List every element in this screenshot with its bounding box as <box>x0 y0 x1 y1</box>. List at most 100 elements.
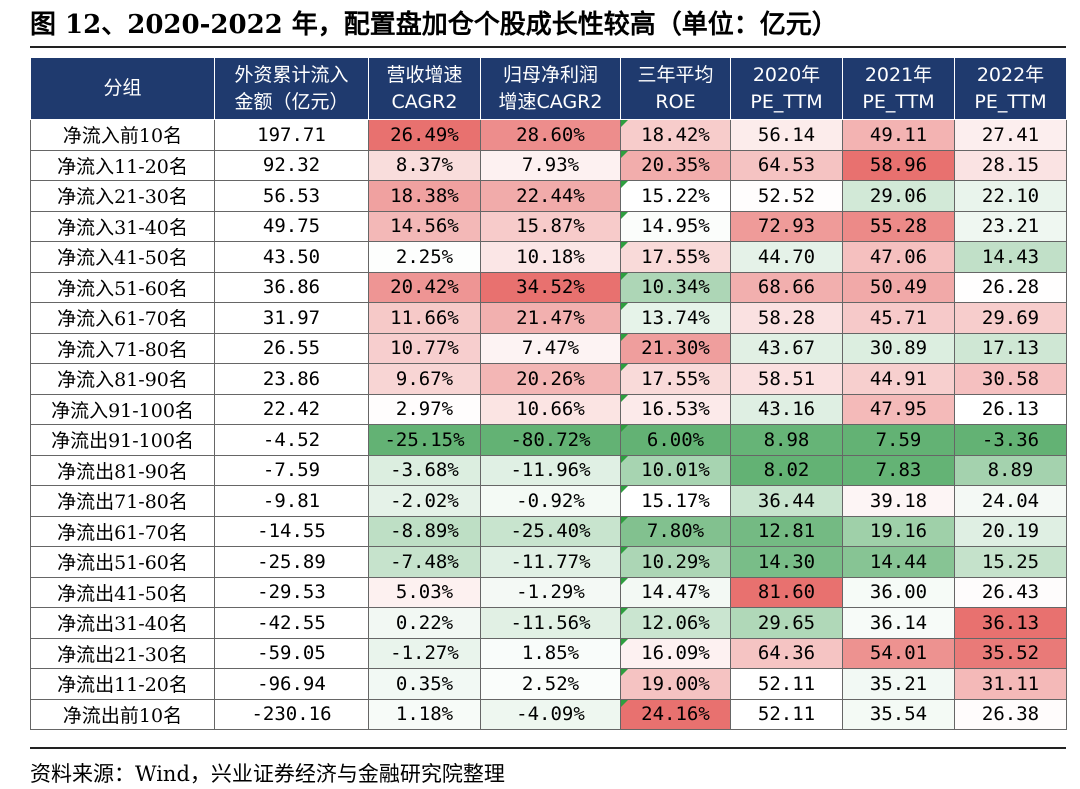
value-cell: 7.47% <box>480 332 621 364</box>
header-label: CAGR2 <box>391 90 458 113</box>
table-body: 净流入前10名 197.71 26.49% 28.60% 18.42% 56.14 49.1… <box>30 119 1067 730</box>
value-cell: 26.43 <box>954 576 1067 608</box>
value-cell: -7.48% <box>368 546 481 578</box>
group-name-cell: 净流入前10名 <box>30 119 215 151</box>
value-cell: 2.97% <box>368 393 481 425</box>
value-cell: 24.04 <box>954 485 1067 517</box>
value-cell: -0.92% <box>480 485 621 517</box>
value-cell: 52.11 <box>730 698 843 730</box>
value-cell: 7.83 <box>842 454 955 486</box>
table-row: 净流出51-60名 -25.89 -7.48% -11.77% 10.29% 14.30 1… <box>30 546 1067 578</box>
value-cell: -4.52 <box>214 424 369 456</box>
header-label: 2022年 <box>976 63 1045 86</box>
value-cell: 14.56% <box>368 210 481 242</box>
source-note: 资料来源：Wind，兴业证券经济与金融研究院整理 <box>30 762 505 786</box>
value-cell: 36.86 <box>214 271 369 303</box>
value-cell: -59.05 <box>214 637 369 669</box>
value-cell: 10.01% <box>620 454 731 486</box>
table-row: 净流入11-20名 92.32 8.37% 7.93% 20.35% 64.53 58.96… <box>30 149 1067 181</box>
value-cell: 10.18% <box>480 241 621 273</box>
table-row: 净流入41-50名 43.50 2.25% 10.18% 17.55% 44.70 47.0… <box>30 241 1067 273</box>
header-cell: 归母净利润 增速CAGR2 <box>480 57 621 120</box>
value-cell: 39.18 <box>842 485 955 517</box>
value-cell: 31.11 <box>954 668 1067 700</box>
header-label: 营收增速 <box>386 63 463 86</box>
value-cell: 0.35% <box>368 668 481 700</box>
value-cell: 26.28 <box>954 271 1067 303</box>
value-cell: 10.77% <box>368 332 481 364</box>
value-cell: 22.42 <box>214 393 369 425</box>
value-cell: 2.52% <box>480 668 621 700</box>
value-cell: 8.37% <box>368 149 481 181</box>
value-cell: 47.06 <box>842 241 955 273</box>
value-cell: -14.55 <box>214 515 369 547</box>
value-cell: 28.60% <box>480 119 621 151</box>
value-cell: -25.40% <box>480 515 621 547</box>
value-cell: 1.18% <box>368 698 481 730</box>
header-label: ROE <box>655 90 696 113</box>
header-cell: 分组 <box>30 57 215 120</box>
table-row: 净流出81-90名 -7.59 -3.68% -11.96% 10.01% 8.02 7.8… <box>30 454 1067 486</box>
value-cell: 0.22% <box>368 607 481 639</box>
value-cell: 26.13 <box>954 393 1067 425</box>
value-cell: 27.41 <box>954 119 1067 151</box>
value-cell: 10.66% <box>480 393 621 425</box>
value-cell: 22.44% <box>480 180 621 212</box>
value-cell: 58.28 <box>730 302 843 334</box>
value-cell: 55.28 <box>842 210 955 242</box>
group-name-cell: 净流出51-60名 <box>30 546 215 578</box>
value-cell: 50.49 <box>842 271 955 303</box>
value-cell: 20.19 <box>954 515 1067 547</box>
value-cell: -11.96% <box>480 454 621 486</box>
group-name-cell: 净流出前10名 <box>30 698 215 730</box>
value-cell: -11.77% <box>480 546 621 578</box>
bottom-rule <box>30 747 1066 749</box>
value-cell: 45.71 <box>842 302 955 334</box>
value-cell: 81.60 <box>730 576 843 608</box>
value-cell: 49.11 <box>842 119 955 151</box>
header-cell: 2022年 PE_TTM <box>954 57 1067 120</box>
value-cell: -3.36 <box>954 424 1067 456</box>
value-cell: 5.03% <box>368 576 481 608</box>
value-cell: 58.51 <box>730 363 843 395</box>
value-cell: 72.93 <box>730 210 843 242</box>
value-cell: 14.95% <box>620 210 731 242</box>
value-cell: 31.97 <box>214 302 369 334</box>
data-table: 分组 外资累计流入 金额（亿元） 营收增速 CAGR2 归母净利润 增速CAGR2 三年平均 R… <box>30 57 1067 730</box>
value-cell: 43.50 <box>214 241 369 273</box>
value-cell: -2.02% <box>368 485 481 517</box>
value-cell: 8.89 <box>954 454 1067 486</box>
header-row: 分组 外资累计流入 金额（亿元） 营收增速 CAGR2 归母净利润 增速CAGR2 三年平均 R… <box>30 57 1067 120</box>
header-label: PE_TTM <box>750 90 823 113</box>
value-cell: -29.53 <box>214 576 369 608</box>
value-cell: 20.42% <box>368 271 481 303</box>
value-cell: 7.80% <box>620 515 731 547</box>
value-cell: 35.21 <box>842 668 955 700</box>
value-cell: 56.53 <box>214 180 369 212</box>
value-cell: 29.06 <box>842 180 955 212</box>
value-cell: -80.72% <box>480 424 621 456</box>
value-cell: -4.09% <box>480 698 621 730</box>
value-cell: 68.66 <box>730 271 843 303</box>
value-cell: 12.06% <box>620 607 731 639</box>
figure-title: 图 12、2020-2022 年，配置盘加仓个股成长性较高（单位：亿元） <box>30 10 838 40</box>
table-row: 净流出21-30名 -59.05 -1.27% 1.85% 16.09% 64.36 54.… <box>30 637 1067 669</box>
header-label: 2021年 <box>864 63 933 86</box>
header-cell: 2021年 PE_TTM <box>842 57 955 120</box>
value-cell: 12.81 <box>730 515 843 547</box>
value-cell: 34.52% <box>480 271 621 303</box>
value-cell: 13.74% <box>620 302 731 334</box>
value-cell: 56.14 <box>730 119 843 151</box>
top-rule <box>30 46 1066 48</box>
group-name-cell: 净流出41-50名 <box>30 576 215 608</box>
value-cell: 30.58 <box>954 363 1067 395</box>
value-cell: 28.15 <box>954 149 1067 181</box>
value-cell: 64.53 <box>730 149 843 181</box>
value-cell: 19.16 <box>842 515 955 547</box>
group-name-cell: 净流入41-50名 <box>30 241 215 273</box>
header-cell: 外资累计流入 金额（亿元） <box>214 57 369 120</box>
table-row: 净流入91-100名 22.42 2.97% 10.66% 16.53% 43.16 47.… <box>30 393 1067 425</box>
value-cell: 17.13 <box>954 332 1067 364</box>
value-cell: -3.68% <box>368 454 481 486</box>
value-cell: 23.21 <box>954 210 1067 242</box>
